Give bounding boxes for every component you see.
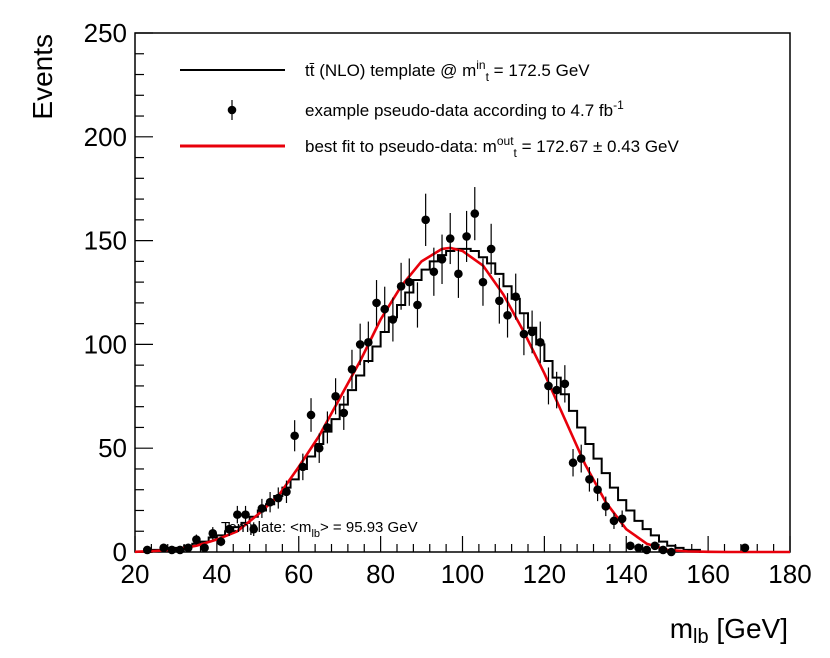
data-point	[609, 516, 619, 526]
data-point	[339, 408, 349, 418]
data-point	[265, 497, 275, 507]
data-point	[142, 545, 152, 555]
data-point	[486, 244, 496, 254]
data-point	[290, 431, 299, 441]
template-histogram-line	[135, 247, 790, 553]
data-point	[437, 254, 447, 264]
data-point	[241, 510, 250, 519]
data-point	[323, 423, 332, 432]
data-point	[478, 277, 488, 287]
data-point	[535, 338, 545, 347]
data-point	[445, 234, 455, 243]
x-tick-labels: 20 40 60 80 100 120 140 160 180	[121, 559, 812, 589]
fit-curve-line	[134, 246, 790, 554]
legend: tt̄ (NLO) template @ mint = 172.5 GeV exa…	[180, 58, 680, 160]
x-tick-label: 40	[202, 559, 231, 589]
y-tick-labels: 0 50 100 150 200 250	[84, 18, 127, 567]
data-point	[421, 215, 430, 225]
data-point	[331, 392, 340, 401]
data-point	[642, 545, 652, 555]
data-point	[585, 475, 594, 484]
data-point	[282, 487, 291, 497]
x-axis-title: mlb [GeV]	[670, 613, 788, 648]
data-point	[224, 524, 234, 534]
data-point	[495, 296, 504, 306]
data-point	[429, 267, 439, 277]
data-point	[306, 410, 316, 420]
data-point	[233, 510, 242, 519]
data-point	[519, 329, 529, 339]
pseudo-data-points	[142, 187, 750, 557]
data-point	[183, 543, 193, 553]
legend-marker-swatch	[227, 105, 237, 115]
data-point	[396, 281, 406, 291]
data-point	[560, 379, 570, 389]
data-point	[298, 462, 308, 472]
data-point	[666, 547, 676, 557]
data-point	[527, 327, 537, 337]
y-tick-label: 100	[84, 329, 127, 359]
data-point	[364, 338, 373, 347]
data-point	[576, 454, 586, 463]
data-point	[658, 545, 668, 555]
y-tick-label: 200	[84, 122, 127, 152]
x-tick-label: 80	[366, 559, 395, 589]
x-tick-label: 100	[441, 559, 484, 589]
data-point	[167, 545, 177, 555]
y-tick-label: 250	[84, 18, 127, 48]
legend-label: best fit to pseudo-data: moutt = 172.67 …	[305, 134, 680, 160]
data-point	[617, 514, 627, 524]
data-point	[380, 304, 390, 314]
y-tick-label: 50	[98, 433, 127, 463]
data-point	[470, 209, 480, 218]
data-point	[159, 543, 168, 553]
data-point	[355, 340, 365, 349]
y-tick-label: 0	[113, 537, 127, 567]
data-point	[372, 298, 381, 308]
fit-curve	[134, 246, 790, 554]
x-tick-label: 140	[605, 559, 648, 589]
data-point	[216, 537, 226, 546]
data-point	[462, 232, 471, 241]
template-mean-annotation: Template: <mlb> = 95.93 GeV	[221, 519, 418, 540]
x-tick-label: 60	[284, 559, 313, 589]
data-point	[544, 381, 553, 391]
data-point	[511, 292, 521, 301]
legend-label: tt̄ (NLO) template @ mint = 172.5 GeV	[305, 58, 590, 84]
x-tick-label: 180	[768, 559, 811, 589]
x-tick-label: 120	[523, 559, 566, 589]
data-point	[192, 535, 201, 544]
data-point	[593, 485, 602, 495]
data-point	[454, 269, 463, 279]
y-axis-title: Events	[27, 34, 58, 120]
data-point	[601, 502, 611, 511]
data-point	[568, 458, 578, 468]
data-point	[200, 543, 209, 553]
x-tick-label: 160	[686, 559, 729, 589]
template-histogram	[135, 247, 790, 553]
x-tick-label: 20	[121, 559, 150, 589]
data-point	[740, 543, 750, 553]
data-point	[314, 443, 324, 453]
data-point	[503, 311, 512, 320]
data-point	[175, 545, 185, 555]
data-point	[249, 524, 259, 534]
data-point	[347, 365, 357, 374]
data-point	[404, 277, 414, 287]
data-point	[552, 385, 561, 395]
data-point	[650, 541, 660, 551]
data-point	[634, 543, 643, 553]
data-point	[388, 315, 398, 324]
data-point	[273, 493, 283, 503]
data-point	[413, 300, 422, 310]
data-point	[257, 504, 267, 513]
y-tick-label: 150	[84, 226, 127, 256]
legend-label: example pseudo-data according to 4.7 fb-…	[305, 98, 624, 120]
data-point	[626, 541, 635, 551]
data-point	[208, 529, 218, 538]
